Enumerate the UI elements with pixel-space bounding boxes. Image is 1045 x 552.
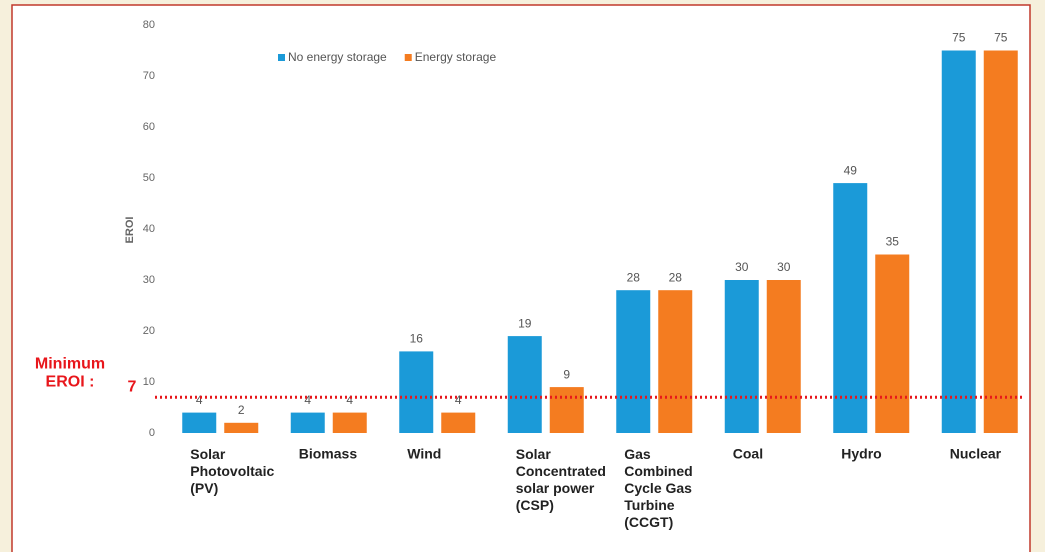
bar: [332, 412, 367, 433]
y-tick-label: 50: [143, 172, 155, 184]
value-label: 35: [886, 235, 900, 249]
bar: [507, 336, 542, 433]
x-tick-label: Gas Combined Cycle Gas Turbine (CCGT): [624, 446, 692, 530]
value-label: 9: [563, 367, 570, 381]
bar: [766, 280, 801, 433]
value-label: 75: [952, 31, 966, 45]
bar: [290, 412, 325, 433]
x-tick-label: Biomass: [299, 446, 358, 462]
threshold-value: 7: [128, 379, 137, 396]
value-label: 28: [627, 270, 641, 284]
bar: [224, 422, 259, 433]
x-tick-label: Solar Concentrated solar power (CSP): [516, 446, 606, 513]
y-axis-label: EROI: [124, 217, 136, 244]
value-label: 19: [518, 316, 532, 330]
bar: [941, 50, 976, 433]
value-label: 4: [304, 393, 311, 407]
value-label: 49: [844, 163, 858, 177]
y-tick-label: 60: [143, 121, 155, 133]
bar: [549, 387, 584, 433]
y-tick-label: 20: [143, 325, 155, 337]
value-label: 30: [735, 260, 749, 274]
x-tick-label: Wind: [407, 446, 441, 462]
y-tick-label: 80: [143, 19, 155, 31]
value-label: 4: [346, 393, 353, 407]
value-label: 28: [669, 270, 683, 284]
bar: [399, 351, 434, 433]
bar: [983, 50, 1018, 433]
y-tick-label: 40: [143, 223, 155, 235]
x-tick-label: Coal: [733, 446, 763, 462]
value-label: 4: [455, 393, 462, 407]
y-tick-label: 70: [143, 70, 155, 82]
legend-swatch: [278, 54, 285, 61]
value-label: 30: [777, 260, 791, 274]
legend-label: Energy storage: [415, 50, 497, 64]
value-label: 2: [238, 403, 245, 417]
bar: [875, 254, 910, 433]
value-label: 4: [196, 393, 203, 407]
x-tick-label: Hydro: [841, 446, 881, 462]
y-tick-label: 0: [149, 427, 155, 439]
bar: [724, 280, 759, 433]
bar: [833, 183, 868, 433]
value-label: 75: [994, 31, 1008, 45]
threshold-label: Minimum EROI :: [35, 356, 105, 391]
bar: [441, 412, 476, 433]
x-tick-label: Nuclear: [950, 446, 1002, 462]
value-label: 16: [410, 332, 424, 346]
legend-swatch: [404, 54, 412, 61]
x-tick-label: Solar Photovoltaic (PV): [190, 446, 274, 496]
legend-label: No energy storage: [288, 50, 387, 64]
y-tick-label: 30: [143, 274, 155, 286]
y-tick-label: 10: [143, 376, 155, 388]
bar: [182, 412, 217, 433]
bar: [616, 290, 651, 433]
bar: [658, 290, 693, 433]
